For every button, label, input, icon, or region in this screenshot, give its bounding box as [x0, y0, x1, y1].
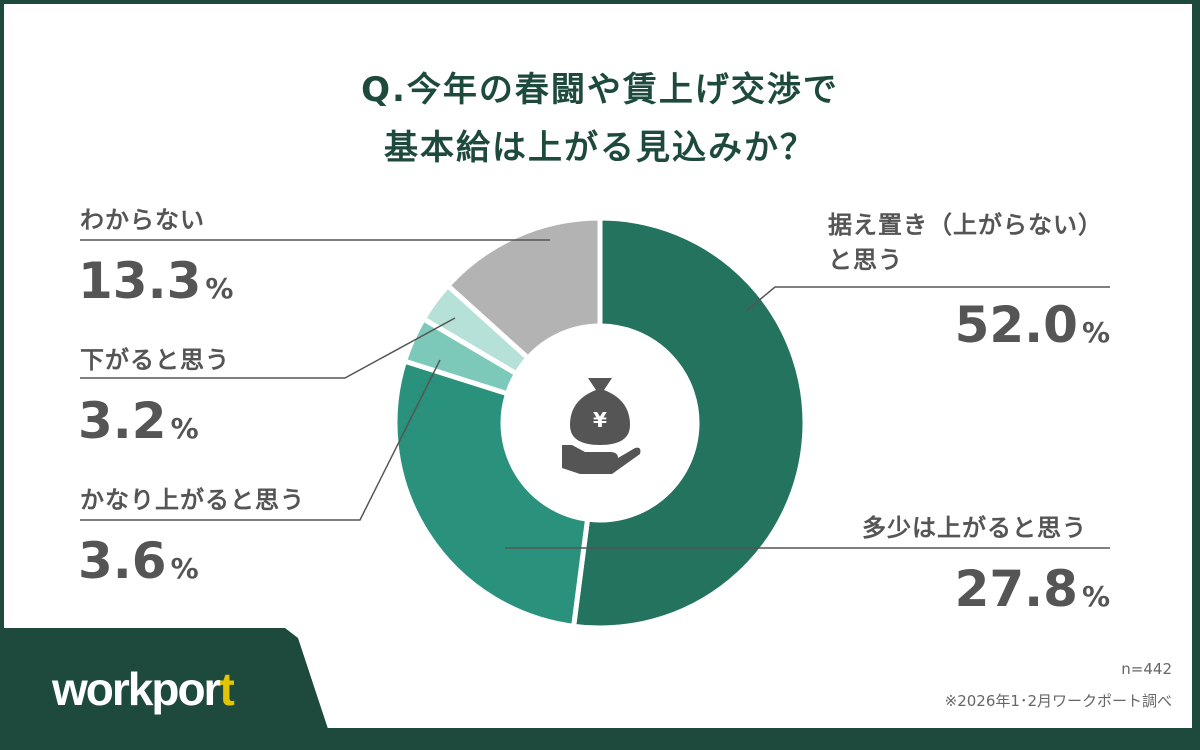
label-some: 多少は上がると思う	[862, 514, 1087, 542]
money-bag-icon	[570, 378, 630, 445]
workport-logo: workport	[52, 663, 235, 715]
donut-slice	[444, 215, 603, 362]
logo-band	[0, 628, 335, 750]
value-flat: 52.0%	[954, 296, 1110, 354]
label-unknown: わからない	[80, 206, 205, 234]
value-unknown: 13.3%	[78, 252, 234, 310]
label-flat: 据え置き（上がらない） と思う	[828, 211, 1103, 274]
leader-line	[80, 359, 441, 521]
leader-line	[744, 286, 1110, 313]
value-much: 3.6%	[78, 532, 199, 590]
chart-title-line2: 基本給は上がる見込みか？	[384, 128, 816, 168]
sample-size: n=442	[1121, 660, 1172, 678]
chart-title-line1: Q.今年の春闘や賃上げ交渉で	[361, 70, 839, 110]
value-down: 3.2%	[78, 392, 199, 450]
yen-icon: ¥	[593, 408, 607, 432]
label-much: かなり上がると思う	[80, 486, 305, 514]
source-note: ※2026年1･2月ワークポート調べ	[944, 692, 1172, 710]
leader-line	[80, 317, 456, 379]
value-some: 27.8%	[954, 560, 1110, 618]
donut-slice	[570, 215, 808, 631]
label-down: 下がると思う	[80, 346, 230, 374]
hand-icon	[562, 445, 641, 474]
donut-slice	[392, 357, 591, 630]
